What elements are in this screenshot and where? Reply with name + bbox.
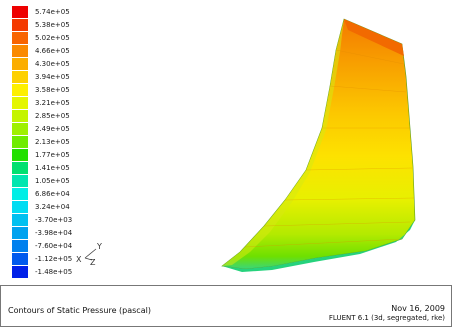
legend-swatch: [12, 84, 28, 96]
legend-label: 2.13e+05: [35, 138, 70, 146]
legend-label: 5.38e+05: [35, 21, 70, 29]
legend-label: 3.21e+05: [35, 99, 70, 107]
legend-label: -3.70e+03: [35, 216, 73, 224]
legend-label: 5.02e+05: [35, 34, 70, 42]
legend-label: 3.94e+05: [35, 73, 70, 81]
legend-label: 1.77e+05: [35, 151, 70, 159]
legend-label: 1.41e+05: [35, 164, 70, 172]
blade-leading-edge: [222, 19, 344, 266]
legend-swatch: [12, 214, 28, 226]
legend-label: 3.24e+04: [35, 203, 70, 211]
graphics-viewport[interactable]: 5.74e+05 5.38e+05 5.02e+05 4.66e+05 4.30e+05…: [0, 0, 454, 283]
legend-swatch: [12, 6, 28, 18]
legend-swatch: [12, 240, 28, 252]
axis-z-label: Z: [90, 258, 96, 267]
legend-swatch: [12, 188, 28, 200]
legend-label: 4.66e+05: [35, 47, 70, 55]
legend-swatch: [12, 149, 28, 161]
legend-swatch: [12, 136, 28, 148]
legend-swatch: [12, 110, 28, 122]
legend-label: 2.49e+05: [35, 125, 70, 133]
legend-label: -7.60e+04: [35, 242, 73, 250]
axis-x-label: X: [76, 255, 82, 264]
legend-label: 4.30e+05: [35, 60, 70, 68]
legend-label: -1.12e+05: [35, 255, 73, 263]
legend-swatch: [12, 266, 28, 278]
legend-label: 1.05e+05: [35, 177, 70, 185]
legend-label: 2.85e+05: [35, 112, 70, 120]
legend-swatch: [12, 175, 28, 187]
blade-contour-plot: [221, 18, 416, 272]
plot-title: Contours of Static Pressure (pascal): [8, 306, 151, 315]
legend-label: 6.86e+04: [35, 190, 70, 198]
legend-label: 5.74e+05: [35, 8, 70, 16]
legend-swatch: [12, 19, 28, 31]
legend-swatch: [12, 32, 28, 44]
blade-tip-strip: [344, 19, 404, 56]
legend-swatch: [12, 227, 28, 239]
legend-swatch: [12, 71, 28, 83]
legend-swatch: [12, 123, 28, 135]
caption-bar: Contours of Static Pressure (pascal) Nov…: [0, 285, 452, 327]
legend-swatch: [12, 45, 28, 57]
legend-swatch: [12, 253, 28, 265]
legend-swatch: [12, 201, 28, 213]
contour-lines: [244, 49, 415, 248]
solver-info: FLUENT 6.1 (3d, segregated, rke): [328, 314, 445, 322]
legend-label: -3.98e+04: [35, 229, 73, 237]
legend-swatch: [12, 97, 28, 109]
legend-swatch: [12, 162, 28, 174]
axis-y-label: Y: [97, 242, 102, 251]
axis-triad-icon: [84, 248, 97, 261]
legend-swatch: [12, 58, 28, 70]
plot-date: Nov 16, 2009: [391, 304, 445, 313]
legend-label: 3.58e+05: [35, 86, 70, 94]
legend-label: -1.48e+05: [35, 268, 73, 276]
